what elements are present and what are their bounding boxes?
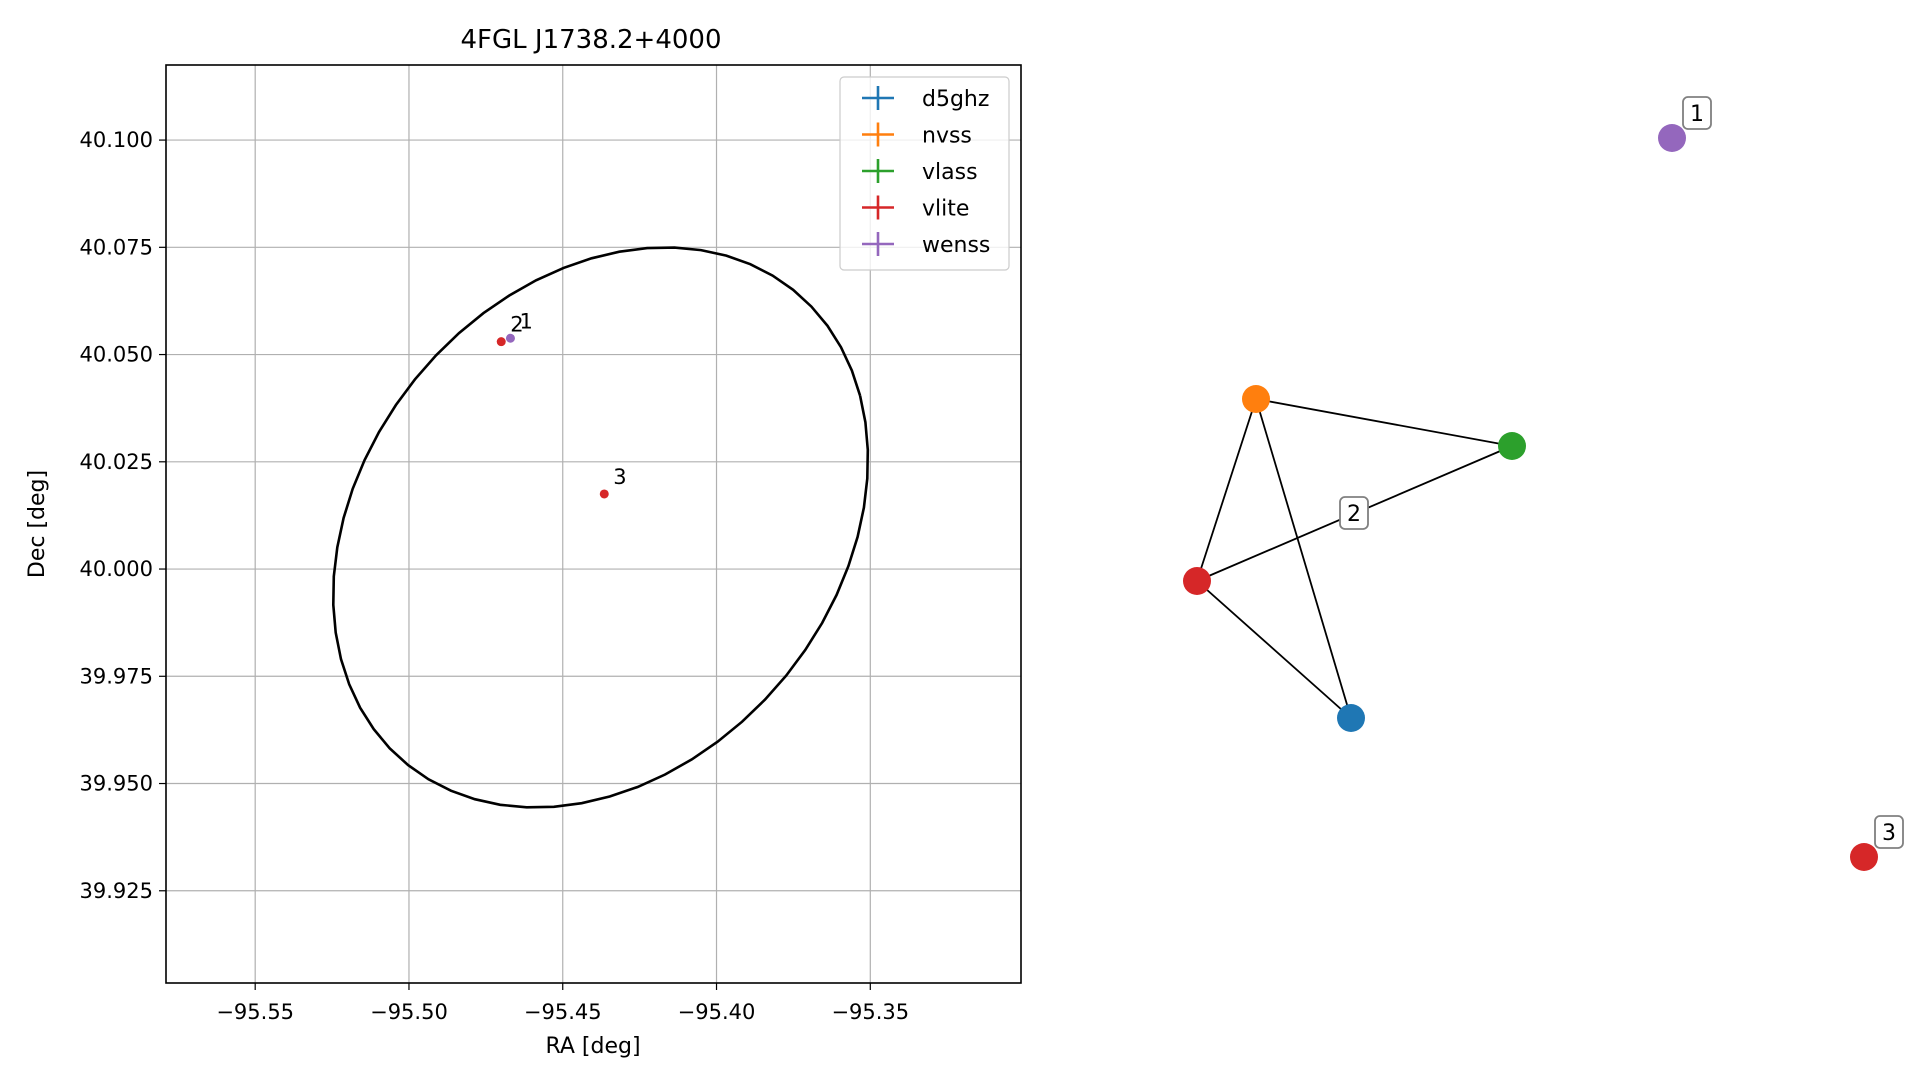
data-point-vlite (496, 337, 506, 347)
scatter-chart: 4FGL J1738.2+4000 2 3 1 −95.55 −95.50 −95.45… (25, 25, 1022, 1059)
y-tick-label: 39.925 (80, 879, 153, 903)
legend-box (839, 76, 1010, 271)
data-point-label: 2 (510, 313, 523, 337)
network-labels: 1 3 2 (1339, 96, 1904, 849)
network-nodes (1183, 124, 1878, 871)
network-node-vlite (1183, 567, 1211, 595)
y-axis-ticks: 39.925 39.950 39.975 40.000 40.025 40.050 40.0… (80, 128, 166, 903)
network-node-wenss-1 (1658, 124, 1686, 152)
y-tick-label: 40.050 (80, 343, 153, 367)
error-ellipse (331, 246, 870, 809)
x-axis-ticks: −95.55 −95.50 −95.45 −95.40 −95.35 (216, 983, 909, 1024)
legend-entries: d5ghz nvss vlass vlite wenss (862, 86, 990, 258)
network-edge (1255, 398, 1352, 719)
network-node-nvss (1242, 385, 1270, 413)
chart-title: 4FGL J1738.2+4000 (461, 25, 722, 55)
legend: d5ghz nvss vlass vlite wenss (839, 76, 1010, 271)
network-node-label: 1 (1690, 102, 1704, 127)
network-group-label-box (1339, 496, 1369, 530)
x-tick-label: −95.45 (524, 1000, 602, 1024)
legend-label-vlite: vlite (922, 197, 969, 222)
network-node-vlass (1498, 432, 1526, 460)
y-axis-title: Dec [deg] (25, 470, 50, 578)
data-point-label: 1 (519, 309, 532, 333)
y-tick-label: 40.075 (80, 235, 153, 259)
plot-frame (165, 64, 1022, 984)
x-tick-label: −95.55 (216, 1000, 294, 1024)
network-node-d5ghz (1337, 704, 1365, 732)
data-point-wenss (505, 333, 515, 343)
x-tick-label: −95.40 (678, 1000, 756, 1024)
network-edge (1196, 580, 1352, 719)
network-group-label: 2 (1347, 502, 1361, 527)
network-node-label-box (1682, 96, 1712, 130)
legend-label-nvss: nvss (922, 124, 972, 149)
network-node-vlite-3 (1850, 843, 1878, 871)
legend-label-wenss: wenss (922, 233, 990, 258)
network-edge (1255, 398, 1513, 447)
x-axis-title: RA [deg] (545, 1034, 640, 1059)
data-points-layer: 2 3 1 (496, 309, 627, 499)
network-node-label: 3 (1882, 821, 1896, 846)
legend-label-d5ghz: d5ghz (922, 87, 989, 112)
data-point-label: 3 (613, 465, 626, 489)
y-tick-label: 39.975 (80, 664, 153, 688)
x-tick-label: −95.35 (831, 1000, 909, 1024)
network-graph: 1 3 2 (1183, 96, 1904, 871)
y-tick-label: 40.000 (80, 557, 153, 581)
y-tick-label: 40.025 (80, 450, 153, 474)
network-edges (1196, 398, 1513, 719)
data-point-vlite (599, 489, 609, 499)
legend-label-vlass: vlass (922, 160, 978, 185)
network-node-label-box (1874, 815, 1904, 849)
network-edge (1196, 398, 1257, 582)
y-tick-label: 40.100 (80, 128, 153, 152)
error-ellipse-layer (331, 246, 870, 809)
y-tick-label: 39.950 (80, 772, 153, 796)
x-tick-label: −95.50 (370, 1000, 448, 1024)
